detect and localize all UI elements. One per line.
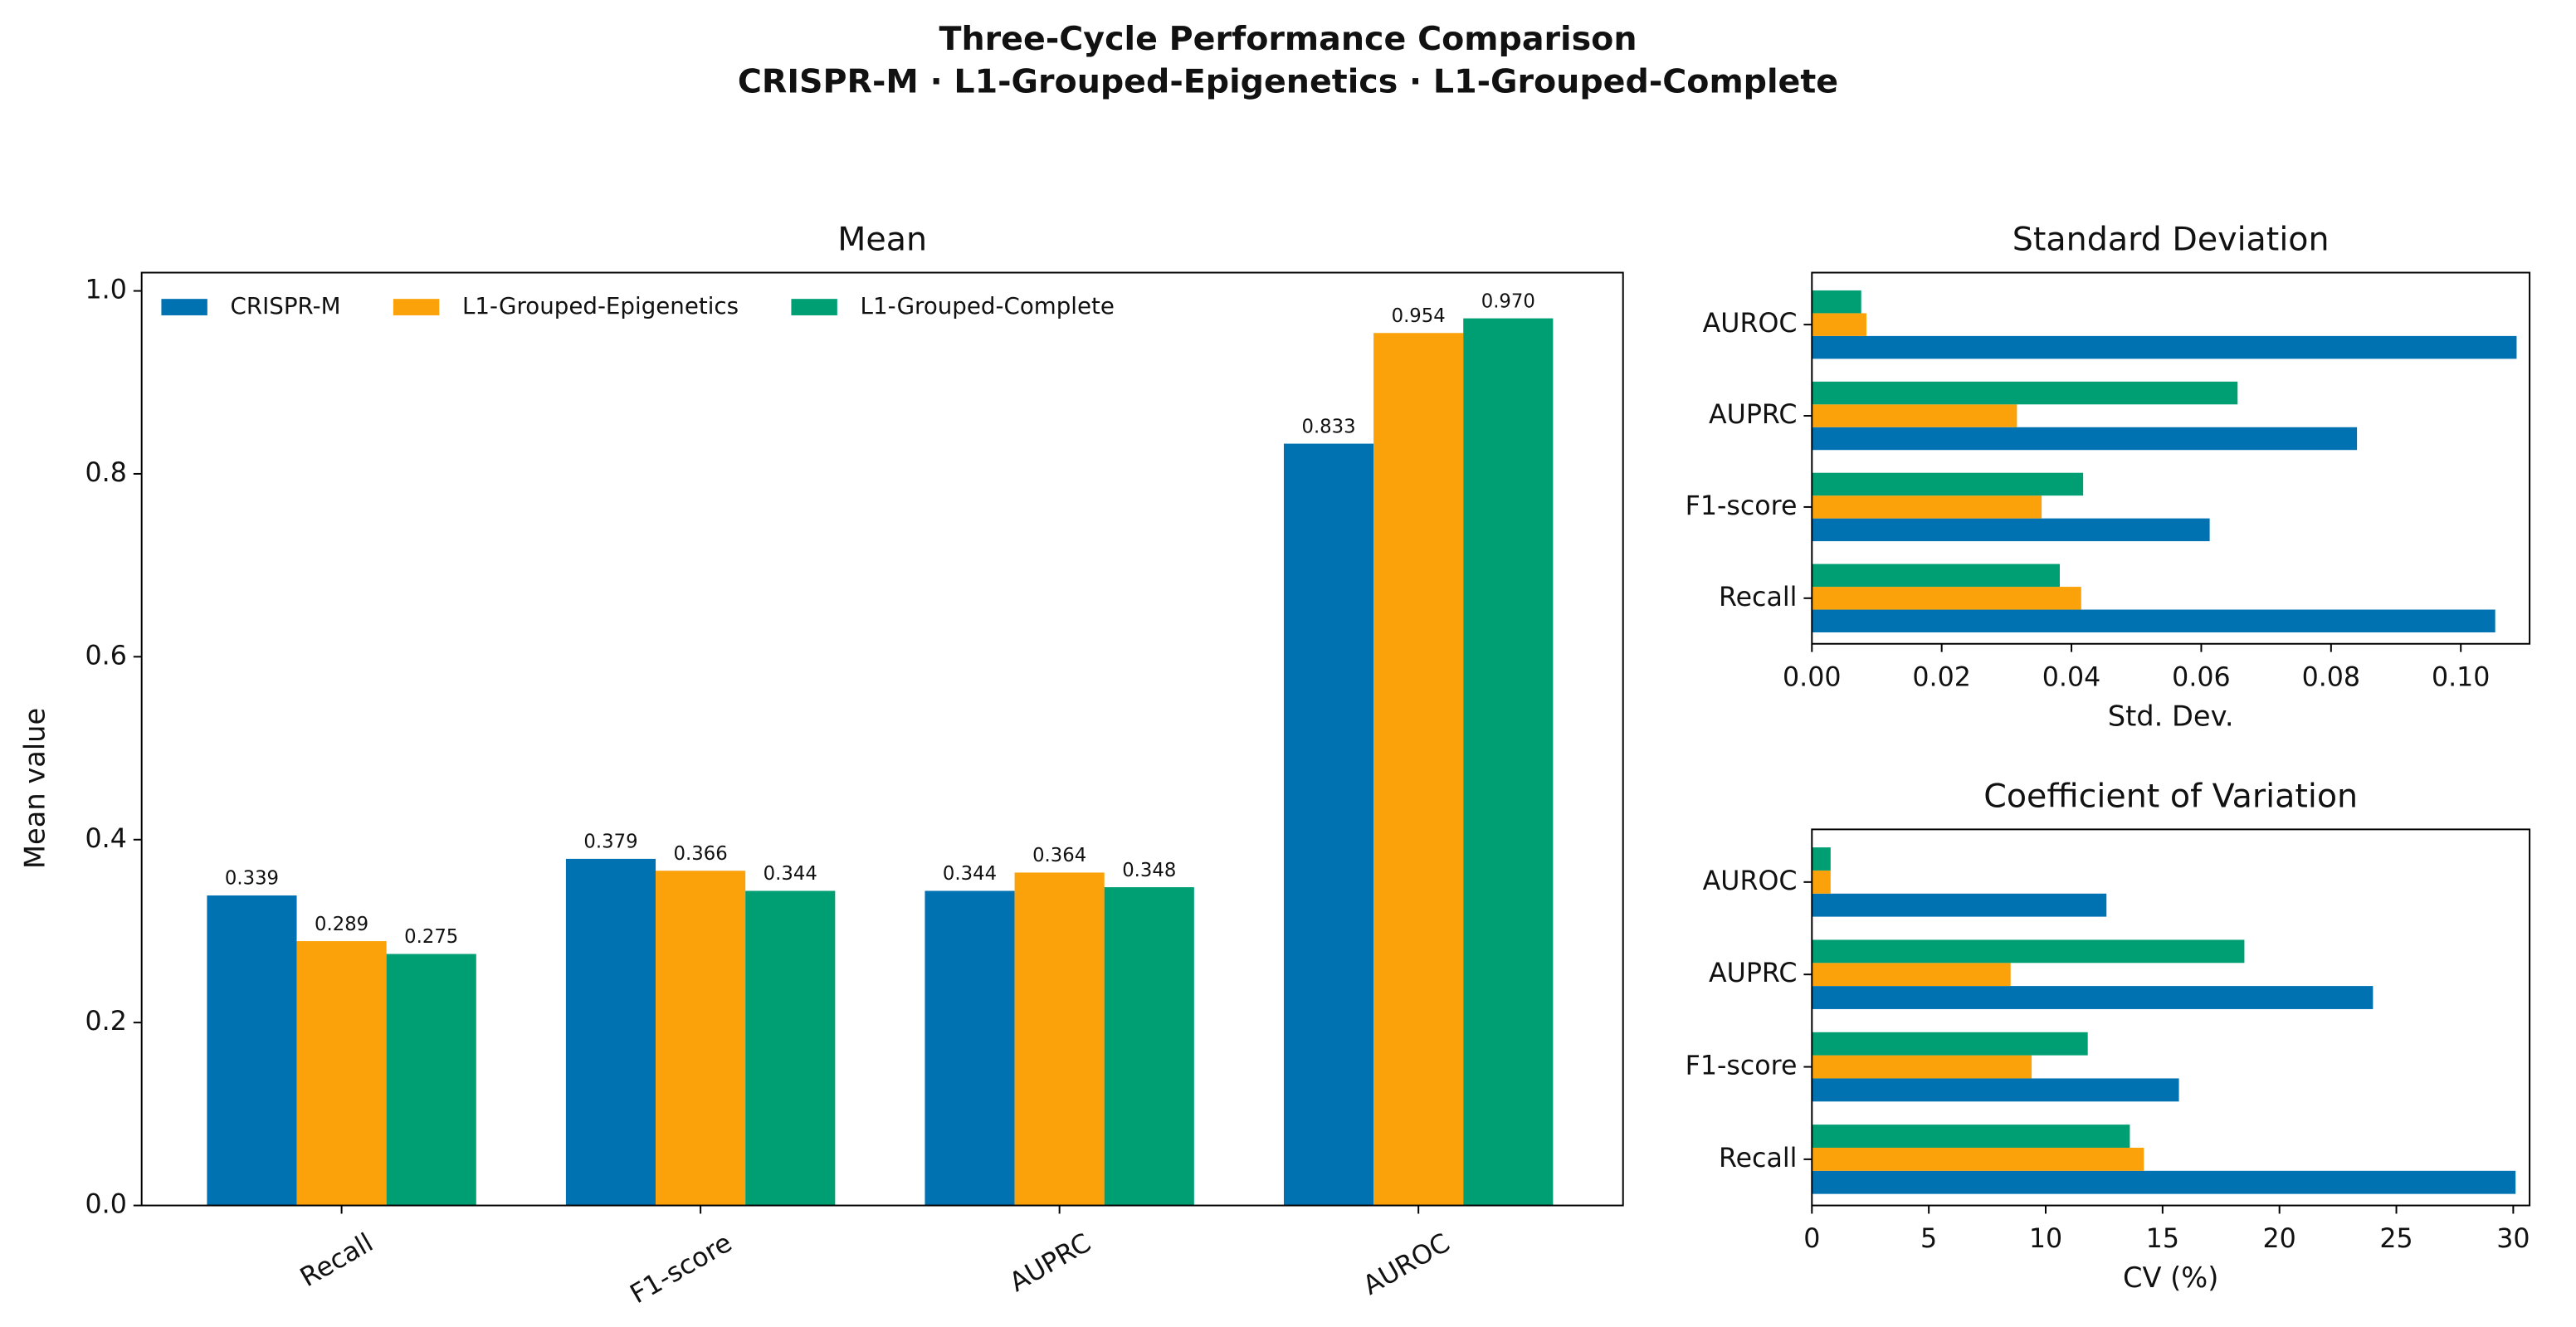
x-tick-label: AUPRC: [1005, 1228, 1096, 1298]
y-tick-label: AUROC: [1703, 309, 1798, 339]
axes-frame: [1811, 828, 2531, 1207]
y-tick-label: AUROC: [1703, 866, 1798, 896]
x-tick-label: AUROC: [1359, 1228, 1456, 1301]
y-tick-label: 0.8: [85, 458, 127, 488]
bar: [1014, 872, 1105, 1206]
bar-value-label: 0.344: [943, 863, 997, 885]
x-tick-label: 0.04: [2042, 662, 2101, 692]
bar: [1373, 333, 1464, 1206]
y-tick-label: F1-score: [1686, 1051, 1798, 1081]
bar: [1812, 1170, 2516, 1194]
x-tick-label: 0.08: [2302, 662, 2361, 692]
bar: [1812, 404, 2017, 427]
bar: [1812, 847, 1831, 871]
legend-swatch: [393, 299, 440, 315]
x-tick-label: 0.10: [2432, 662, 2491, 692]
y-tick-label: Recall: [1719, 583, 1797, 612]
y-tick-label: 0.4: [85, 824, 127, 854]
bar: [1104, 887, 1194, 1206]
bar: [656, 871, 746, 1206]
axes-frame: [1811, 271, 2531, 645]
x-tick-label: 0.06: [2172, 662, 2231, 692]
x-tick-label: 0.02: [1912, 662, 1971, 692]
legend-swatch: [161, 299, 207, 315]
bar: [1812, 290, 1861, 314]
bar-value-label: 0.970: [1481, 290, 1535, 312]
bar: [1812, 335, 2517, 359]
y-tick-label: 0.0: [85, 1190, 127, 1220]
x-tick-label: 0: [1803, 1224, 1820, 1254]
y-tick-label: 1.0: [85, 276, 127, 305]
bar: [1812, 893, 2107, 917]
bar: [296, 941, 387, 1206]
legend-swatch: [791, 299, 837, 315]
axes-frame: [140, 271, 1624, 1207]
bar: [1812, 313, 1866, 336]
y-tick-label: 0.6: [85, 641, 127, 671]
bar: [1812, 518, 2210, 542]
bar: [1812, 427, 2358, 451]
x-axis-label: Std. Dev.: [2108, 700, 2234, 732]
bar: [1812, 986, 2374, 1009]
y-tick-label: AUPRC: [1709, 400, 1797, 430]
legend-label: CRISPR-M: [231, 292, 341, 320]
x-axis-label: CV (%): [2123, 1261, 2218, 1294]
y-tick-label: AUPRC: [1709, 959, 1797, 988]
legend-label: L1-Grouped-Complete: [861, 292, 1115, 320]
bar: [565, 858, 656, 1206]
bar-value-label: 0.954: [1392, 305, 1446, 327]
bar: [1812, 381, 2238, 405]
bar: [1812, 609, 2496, 633]
bar: [1812, 939, 2245, 964]
legend-label: L1-Grouped-Epigenetics: [462, 292, 739, 320]
bar: [1812, 1055, 2032, 1079]
x-tick-label: 30: [2496, 1224, 2530, 1254]
bar: [1812, 1078, 2179, 1102]
y-tick-label: 0.2: [85, 1007, 127, 1037]
bar: [1812, 563, 2060, 588]
bar: [207, 895, 297, 1206]
y-tick-label: F1-score: [1686, 491, 1798, 521]
figure-title: Three-Cycle Performance Comparison: [939, 20, 1637, 58]
bar: [1283, 443, 1374, 1206]
x-tick-label: 25: [2379, 1224, 2413, 1254]
bar-value-label: 0.339: [225, 868, 279, 890]
chart-title: Mean: [837, 220, 927, 258]
x-tick-label: 5: [1920, 1224, 1937, 1254]
bar-value-label: 0.379: [583, 832, 637, 853]
bar: [1812, 1032, 2088, 1056]
x-tick-label: 15: [2146, 1224, 2179, 1254]
bar-value-label: 0.833: [1301, 416, 1355, 437]
figure-subtitle: CRISPR-M · L1-Grouped-Epigenetics · L1-G…: [738, 62, 1838, 100]
bar-value-label: 0.344: [764, 863, 817, 885]
bar: [386, 954, 476, 1206]
x-tick-label: 0.00: [1783, 662, 1842, 692]
chart-title: Standard Deviation: [2013, 220, 2330, 258]
bar: [1812, 495, 2042, 519]
bar: [1812, 587, 2081, 610]
bar-value-label: 0.289: [315, 914, 368, 935]
y-tick-label: Recall: [1719, 1144, 1797, 1173]
bar: [1812, 963, 2011, 987]
x-tick-label: F1-score: [625, 1228, 737, 1310]
bar-value-label: 0.366: [674, 843, 728, 865]
bar: [1812, 1125, 2130, 1148]
bar-value-label: 0.348: [1122, 860, 1176, 881]
y-axis-label: Mean value: [19, 708, 51, 869]
bar: [925, 890, 1015, 1206]
bar-value-label: 0.275: [404, 926, 458, 948]
x-tick-label: 20: [2263, 1224, 2296, 1254]
bar-value-label: 0.364: [1032, 845, 1086, 866]
x-tick-label: 10: [2029, 1224, 2062, 1254]
bar: [1812, 472, 2084, 496]
chart-title: Coefficient of Variation: [1983, 777, 2358, 815]
bar: [1812, 1147, 2144, 1171]
bar: [1463, 318, 1554, 1206]
bar: [745, 890, 836, 1206]
x-tick-label: Recall: [295, 1228, 378, 1293]
bar: [1812, 870, 1831, 894]
